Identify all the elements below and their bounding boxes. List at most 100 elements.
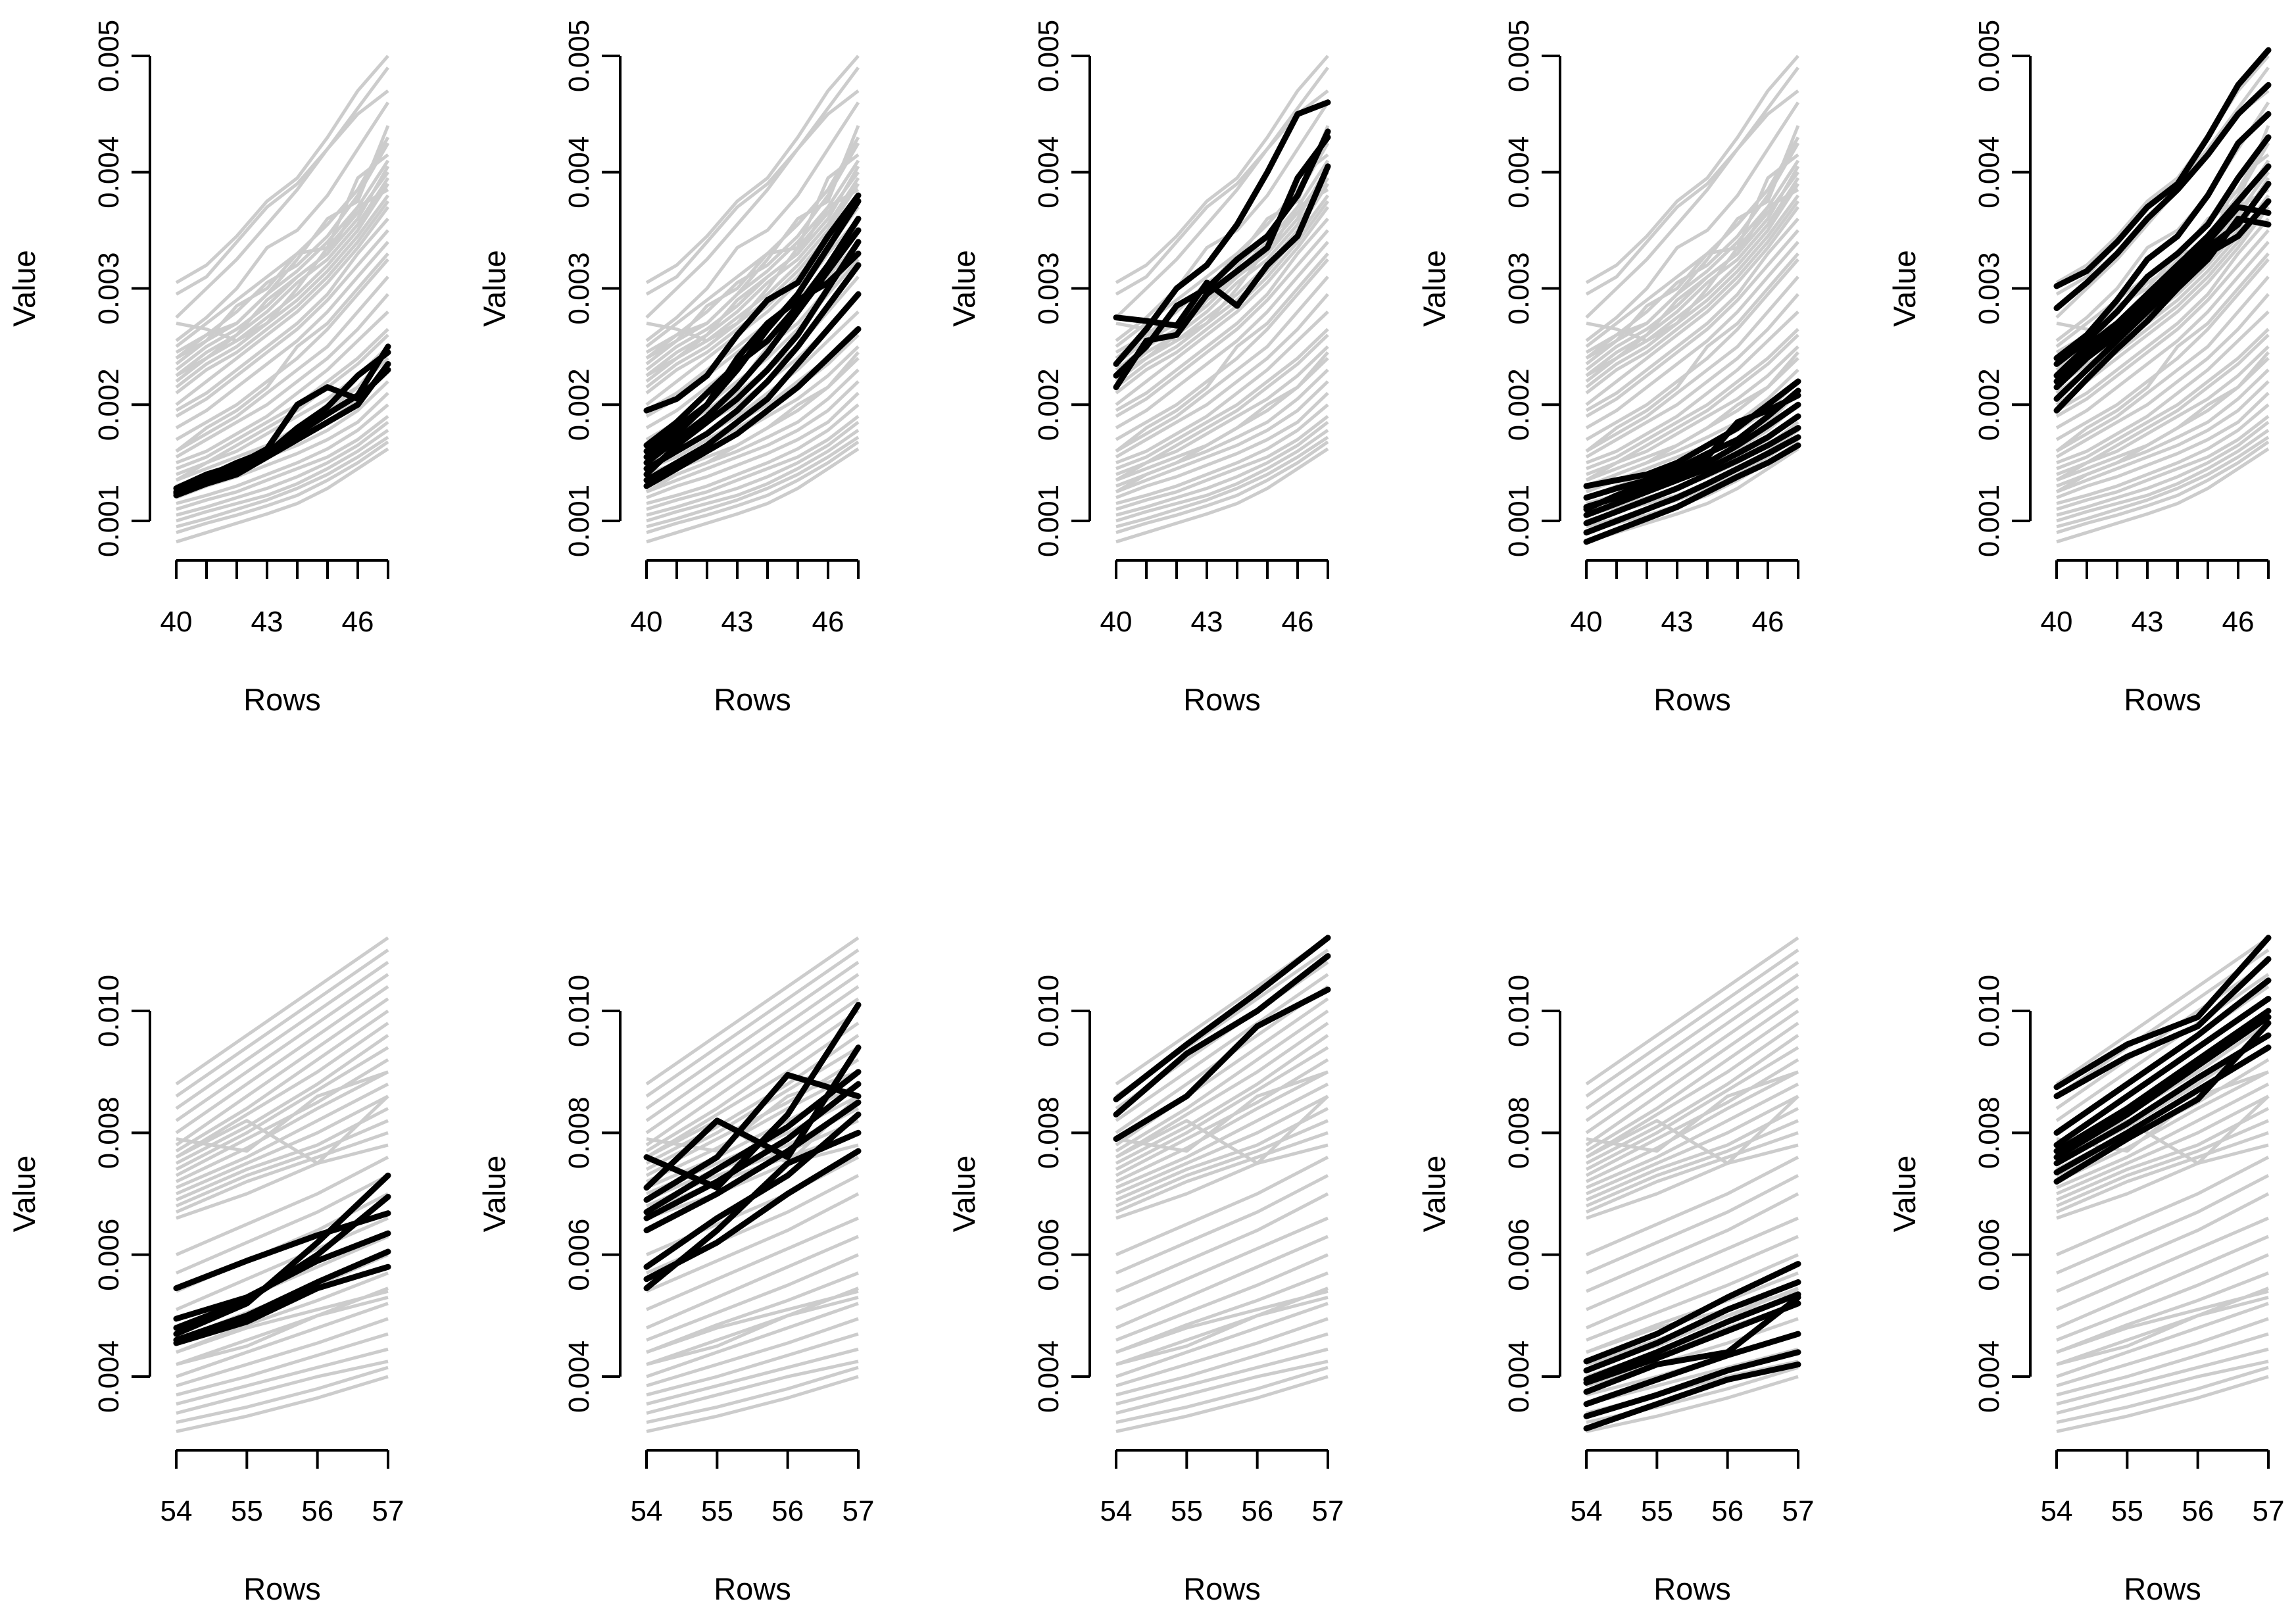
background-series-line <box>2056 1143 2269 1220</box>
background-series-line <box>1585 293 1799 458</box>
y-tick-label: 0.004 <box>563 1340 595 1413</box>
background-series-line <box>2056 435 2270 529</box>
background-series-line <box>646 1375 859 1433</box>
y-axis-title: Value <box>477 1156 512 1233</box>
background-series-line <box>1115 391 1329 499</box>
background-series-line <box>176 1131 389 1214</box>
background-series-line <box>1585 89 1799 319</box>
x-tick-label: 54 <box>2041 1495 2073 1527</box>
background-series-line <box>176 1375 389 1433</box>
highlight-series-group <box>1583 378 1801 545</box>
y-tick-label: 0.008 <box>1033 1096 1065 1169</box>
highlight-series-line-6 <box>1583 434 1801 536</box>
background-series-line <box>1115 1107 1329 1202</box>
background-series-line <box>1115 217 1329 412</box>
background-series-line <box>645 125 860 354</box>
x-tick-label: 54 <box>160 1495 193 1527</box>
y-tick-label: 0.004 <box>1503 1340 1535 1413</box>
background-series-line <box>1115 1094 1329 1165</box>
x-tick-label: 56 <box>1241 1495 1273 1527</box>
x-axis-title: Rows <box>1653 682 1731 717</box>
background-series-line <box>175 89 389 319</box>
highlight-series-line-7 <box>2053 1032 2272 1167</box>
y-tick-label: 0.006 <box>1033 1219 1065 1291</box>
background-series-line <box>645 1070 860 1183</box>
highlight-series-line-4 <box>643 262 862 472</box>
background-series-line <box>175 206 390 406</box>
background-series-line <box>2055 351 2270 493</box>
y-tick-label: 0.006 <box>563 1219 595 1291</box>
background-series-line <box>176 328 389 470</box>
background-series-line <box>2056 1360 2269 1415</box>
highlight-series-line-5 <box>1583 1331 1801 1408</box>
background-series-line <box>1115 440 1329 535</box>
background-series-line <box>1115 293 1329 458</box>
background-series-line <box>1585 101 1800 342</box>
background-series-group <box>1115 936 1329 1433</box>
background-series-line <box>175 241 389 429</box>
highlight-series-line-8 <box>1583 1300 1801 1386</box>
background-series-line <box>1115 1192 1329 1293</box>
highlight-series-line-9 <box>2053 204 2272 385</box>
background-series-line <box>646 420 860 517</box>
background-series-line <box>645 165 860 372</box>
background-series-line <box>1585 985 1799 1135</box>
background-series-line <box>1586 1094 1799 1196</box>
background-series-line <box>175 1009 389 1153</box>
x-tick-label: 56 <box>1711 1495 1744 1527</box>
background-series-line <box>1586 171 1800 343</box>
highlight-series-group <box>173 1172 391 1346</box>
x-tick-label: 40 <box>631 606 663 638</box>
background-series-line <box>176 1070 389 1153</box>
panel-r2-c1: 0.004 0.006 0.008 0.010 Value 54 55 56 57 Rows <box>7 936 404 1606</box>
background-series-line <box>175 194 390 389</box>
highlight-series-line-9 <box>643 216 862 449</box>
background-series-line <box>175 293 389 458</box>
background-series-line <box>176 1365 389 1424</box>
background-series-line <box>2056 1173 2270 1275</box>
y-tick-label: 0.005 <box>93 20 125 92</box>
background-series-line <box>176 447 389 544</box>
background-series-line <box>2055 936 2270 1086</box>
panel-r2-c3: 0.004 0.006 0.008 0.010 Value 54 55 56 57 Rows <box>946 935 1344 1606</box>
background-series-line <box>175 1021 389 1159</box>
y-tick-label: 0.005 <box>1033 20 1065 92</box>
y-tick-label: 0.001 <box>1973 485 2005 557</box>
background-series-line <box>1115 1009 1329 1153</box>
highlight-series-group <box>2053 935 2272 1185</box>
background-series-line <box>646 1360 859 1415</box>
background-series-line <box>2056 310 2270 464</box>
background-series-line <box>1585 948 1799 1098</box>
highlight-series-line-9 <box>2053 1020 2272 1185</box>
x-tick-label: 46 <box>812 606 844 638</box>
background-series-line <box>1115 1235 1329 1330</box>
background-series-line <box>1115 1046 1329 1171</box>
background-series-line <box>1585 1058 1799 1177</box>
highlight-series-line-4 <box>1583 413 1801 518</box>
y-tick-label: 0.004 <box>93 1340 125 1413</box>
background-series-line <box>1115 206 1330 406</box>
background-series-line <box>1115 1347 1329 1406</box>
background-series-line <box>2056 414 2270 511</box>
background-series-line <box>1115 351 1329 493</box>
x-tick-label: 55 <box>1171 1495 1203 1527</box>
background-series-line <box>646 1253 859 1342</box>
y-axis-title: Value <box>477 250 512 327</box>
background-series-line <box>1115 403 1329 505</box>
background-series-line <box>645 188 860 378</box>
background-series-line <box>175 66 390 296</box>
background-series-line <box>645 985 860 1135</box>
y-tick-label: 0.008 <box>93 1096 125 1169</box>
highlight-series-line-4 <box>2053 134 2272 367</box>
background-series-line <box>175 200 390 395</box>
background-series-line <box>175 960 389 1110</box>
background-series-line <box>1115 1143 1329 1220</box>
x-tick-label: 55 <box>231 1495 263 1527</box>
x-tick-label: 43 <box>1191 606 1223 638</box>
background-series-line <box>2056 420 2270 517</box>
background-series-line <box>175 136 390 348</box>
background-series-line <box>2056 1235 2269 1330</box>
background-series-line <box>645 1009 860 1153</box>
background-series-line <box>1115 435 1329 529</box>
